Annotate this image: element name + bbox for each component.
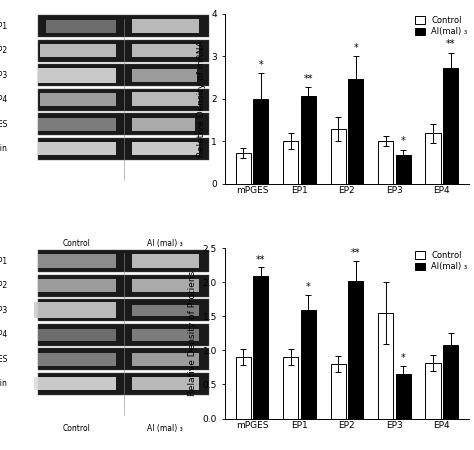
Bar <box>283 357 298 418</box>
FancyBboxPatch shape <box>132 69 197 82</box>
FancyBboxPatch shape <box>132 117 195 131</box>
Bar <box>330 129 346 184</box>
Text: Control: Control <box>63 239 91 248</box>
Text: Al (mal) ₃: Al (mal) ₃ <box>146 239 182 248</box>
FancyBboxPatch shape <box>38 279 116 292</box>
Text: **: ** <box>351 248 360 258</box>
FancyBboxPatch shape <box>38 15 210 37</box>
FancyBboxPatch shape <box>38 274 210 297</box>
Text: β–actin: β–actin <box>0 144 8 153</box>
Text: EP1: EP1 <box>0 22 8 31</box>
Text: β–actin: β–actin <box>0 379 8 388</box>
Bar <box>443 345 458 419</box>
Text: EP3: EP3 <box>0 306 8 315</box>
Text: *: * <box>258 60 263 70</box>
Text: Control: Control <box>63 423 91 432</box>
Text: EP4: EP4 <box>0 330 8 339</box>
Bar <box>443 68 458 184</box>
FancyBboxPatch shape <box>132 329 199 341</box>
Bar <box>301 310 316 418</box>
Legend: Control, Al(mal) ₃: Control, Al(mal) ₃ <box>415 16 467 36</box>
FancyBboxPatch shape <box>38 40 210 62</box>
Bar <box>395 155 410 184</box>
FancyBboxPatch shape <box>38 138 210 160</box>
FancyBboxPatch shape <box>132 378 199 390</box>
FancyBboxPatch shape <box>38 353 116 366</box>
FancyBboxPatch shape <box>132 44 199 58</box>
Bar <box>378 313 393 418</box>
Bar <box>425 134 441 184</box>
FancyBboxPatch shape <box>40 93 116 106</box>
Bar <box>395 374 410 418</box>
Bar <box>253 275 268 418</box>
FancyBboxPatch shape <box>38 142 116 155</box>
FancyBboxPatch shape <box>34 378 116 390</box>
Bar <box>253 99 268 184</box>
FancyBboxPatch shape <box>38 64 210 86</box>
Text: EP3: EP3 <box>0 71 8 80</box>
FancyBboxPatch shape <box>38 373 210 395</box>
FancyBboxPatch shape <box>38 117 116 131</box>
FancyBboxPatch shape <box>132 279 199 292</box>
Text: EP2: EP2 <box>0 281 8 290</box>
FancyBboxPatch shape <box>34 302 116 318</box>
FancyBboxPatch shape <box>38 89 210 111</box>
Bar <box>283 141 298 184</box>
Text: EP2: EP2 <box>0 46 8 55</box>
Bar <box>348 80 363 184</box>
FancyBboxPatch shape <box>40 44 116 58</box>
FancyBboxPatch shape <box>38 250 210 272</box>
FancyBboxPatch shape <box>38 113 210 135</box>
FancyBboxPatch shape <box>38 324 210 346</box>
Text: *: * <box>353 43 358 53</box>
Text: EP1: EP1 <box>0 256 8 266</box>
Text: *: * <box>401 136 405 146</box>
Bar <box>348 281 363 418</box>
Text: **: ** <box>303 74 313 84</box>
FancyBboxPatch shape <box>132 18 199 33</box>
FancyBboxPatch shape <box>38 68 116 83</box>
Text: *: * <box>306 282 310 292</box>
FancyBboxPatch shape <box>132 353 199 366</box>
Y-axis label: Relative Density of Protiens: Relative Density of Protiens <box>188 271 197 396</box>
FancyBboxPatch shape <box>38 348 210 370</box>
Text: Al (mal) ₃: Al (mal) ₃ <box>146 423 182 432</box>
Y-axis label: Relative Density of mRNA: Relative Density of mRNA <box>197 40 206 157</box>
FancyBboxPatch shape <box>38 299 210 321</box>
FancyBboxPatch shape <box>38 254 116 268</box>
Bar <box>236 153 251 184</box>
Bar <box>330 364 346 418</box>
Bar <box>378 141 393 184</box>
Legend: Control, Al(mal) ₃: Control, Al(mal) ₃ <box>415 251 467 271</box>
FancyBboxPatch shape <box>132 305 199 315</box>
Bar <box>425 363 441 419</box>
FancyBboxPatch shape <box>38 329 116 341</box>
Bar <box>301 96 316 184</box>
Bar <box>236 357 251 418</box>
FancyBboxPatch shape <box>132 254 199 268</box>
Text: **: ** <box>446 39 456 49</box>
Text: EP4: EP4 <box>0 95 8 104</box>
Text: mPGES: mPGES <box>0 355 8 364</box>
FancyBboxPatch shape <box>132 142 199 155</box>
Text: *: * <box>401 353 405 363</box>
Text: mPGES: mPGES <box>0 120 8 129</box>
FancyBboxPatch shape <box>132 92 199 106</box>
FancyBboxPatch shape <box>46 20 116 33</box>
Text: **: ** <box>256 255 265 265</box>
